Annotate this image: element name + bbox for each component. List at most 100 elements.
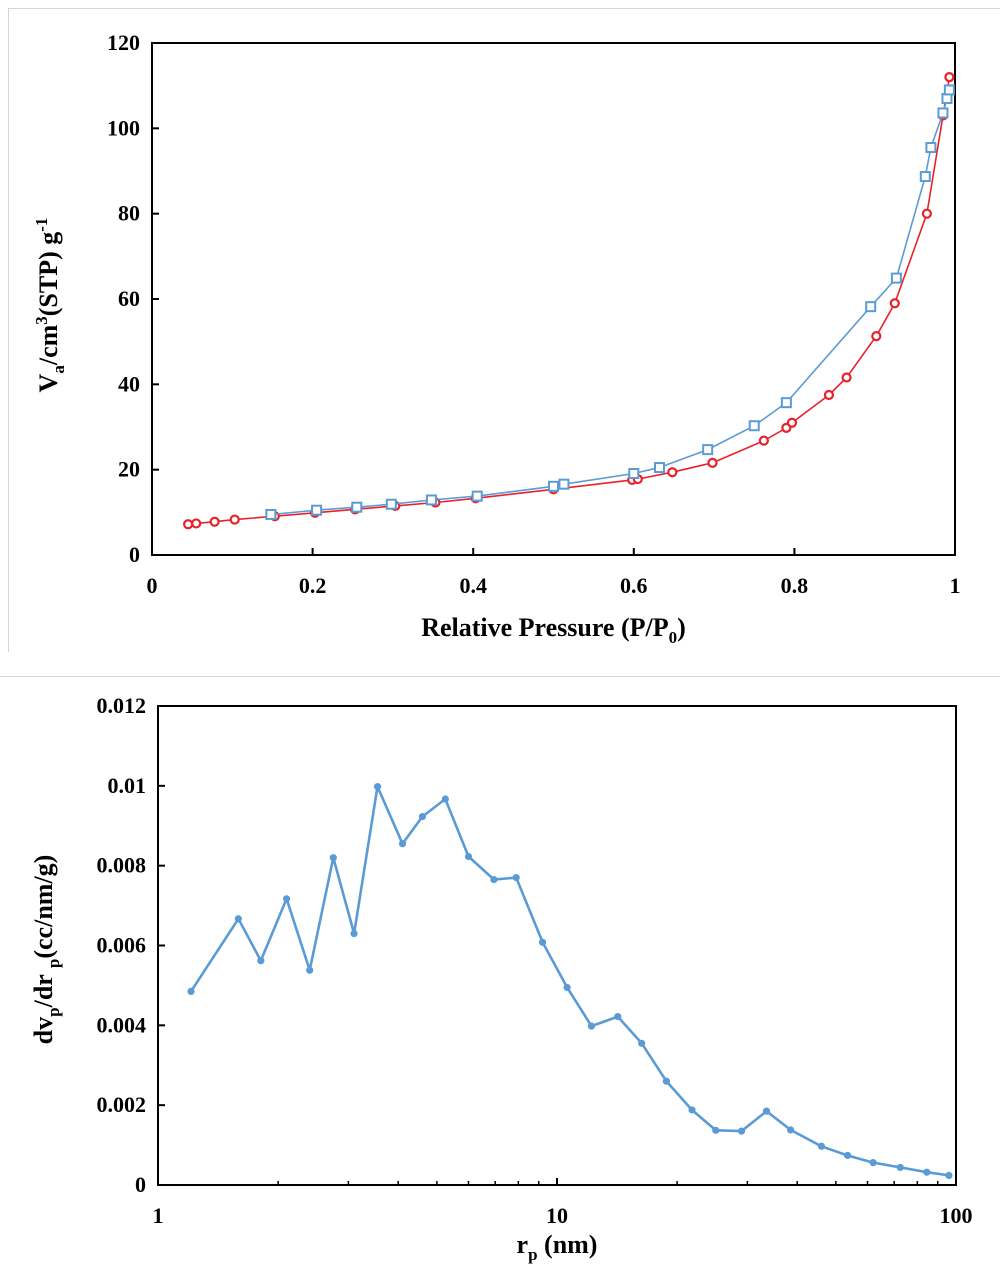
data-point [786, 1126, 795, 1134]
data-point-square [748, 420, 760, 432]
x-axis-title: Relative Pressure (P/P0) [421, 613, 686, 647]
data-point-square [919, 171, 931, 183]
y-axis-title-dv: dv [29, 1017, 58, 1044]
x-axis-title-main: r [517, 1230, 529, 1259]
data-point-square [780, 397, 792, 409]
plot-area-frame [157, 705, 957, 1186]
data-point [762, 1107, 771, 1115]
data-point [234, 915, 242, 923]
data-point-square [943, 84, 955, 96]
series-line [188, 76, 951, 526]
data-point [490, 876, 498, 884]
data-point [638, 1039, 646, 1047]
x-tick-label: 1 [153, 1203, 164, 1228]
data-point-square [385, 498, 397, 510]
data-point-square [311, 504, 323, 516]
data-point-circle [209, 516, 220, 527]
data-point [373, 783, 382, 791]
x-tick-label: 100 [940, 1203, 973, 1228]
data-point [464, 852, 473, 861]
data-point-square [351, 501, 363, 513]
data-point [844, 1151, 852, 1160]
x-tick-label: 0.2 [299, 573, 327, 598]
y-tick-label: 60 [118, 286, 140, 311]
data-point [614, 1012, 622, 1021]
data-point [712, 1126, 720, 1134]
data-point-circle [229, 514, 240, 525]
y-tick-label: 0.006 [97, 933, 147, 958]
y-tick-label: 0.004 [97, 1012, 147, 1037]
data-point-circle [889, 298, 900, 309]
data-point [737, 1127, 746, 1135]
data-point [329, 854, 337, 862]
x-axis-title-tail: (nm) [538, 1230, 598, 1259]
y-axis-title-rest: (cc/nm/g) [29, 855, 58, 959]
data-point-square [865, 301, 877, 313]
data-point [688, 1106, 696, 1114]
y-tick-label: 100 [107, 115, 140, 140]
data-point [563, 983, 571, 992]
x-axis-title-tail: ) [677, 613, 686, 642]
series-line [270, 89, 951, 516]
series-adsorption [183, 72, 955, 530]
data-point-square [548, 480, 559, 492]
data-point [418, 812, 427, 821]
y-axis-title-superscript: 3 [32, 316, 51, 325]
data-point-square [471, 490, 483, 502]
data-point [662, 1077, 670, 1085]
data-point [817, 1142, 826, 1150]
series-pore-volume [187, 783, 953, 1180]
plot-area-frame [151, 42, 956, 556]
data-point-square [628, 468, 640, 480]
data-point [923, 1168, 931, 1176]
y-tick-label: 80 [118, 201, 140, 226]
data-point [869, 1159, 877, 1167]
y-tick-label: 0.008 [97, 853, 147, 878]
data-point [350, 929, 358, 938]
data-point [257, 957, 265, 965]
y-axis-title-subscript: a [49, 365, 68, 374]
y-tick-label: 120 [107, 30, 140, 55]
pore-distribution-chart-panel: 0 0.002 0.004 0.006 0.008 0.01 0.012 1 10 100 rp (… [0, 676, 1000, 1268]
x-tick-label: 0.6 [620, 573, 648, 598]
data-point [538, 938, 547, 946]
x-tick-label: 1 [950, 573, 961, 598]
y-tick-label: 0.01 [108, 773, 147, 798]
data-point [398, 840, 407, 848]
x-axis-title-subscript: 0 [669, 628, 678, 647]
y-axis-title-subscript: p [44, 959, 63, 968]
data-point-circle [841, 372, 852, 383]
y-axis-title: Va/cm3(STP) g-1 [32, 218, 68, 393]
data-point-circle [707, 457, 718, 468]
data-point [187, 987, 195, 996]
y-axis-title-subscript: p [44, 1007, 63, 1016]
x-axis-title-main: Relative Pressure (P/P [421, 613, 669, 642]
series-desorption [265, 84, 955, 520]
data-point [306, 966, 314, 974]
panel-border-top [0, 676, 1000, 677]
data-point-square [425, 494, 437, 506]
data-point-circle [871, 331, 882, 342]
data-point [441, 795, 449, 803]
y-axis-title-v: V [34, 373, 63, 392]
data-point [512, 874, 520, 882]
y-axis-title-superscript: -1 [32, 218, 51, 232]
data-point-circle [944, 72, 955, 83]
data-point-square [937, 107, 949, 119]
x-tick-label: 0 [147, 573, 158, 598]
data-point [282, 895, 291, 903]
isotherm-chart: 0 20 40 60 80 100 120 0 0.2 0.4 0.6 0.8 1 Relative Pr… [32, 30, 961, 647]
y-axis-title-rest: (STP) g [34, 232, 63, 317]
x-tick-label: 0.4 [459, 573, 487, 598]
data-point-circle [183, 519, 194, 530]
data-point [896, 1163, 904, 1172]
x-tick-label: 0.8 [781, 573, 809, 598]
data-point-circle [823, 389, 835, 401]
x-tick-label: 10 [546, 1203, 568, 1228]
data-point-square [653, 462, 665, 474]
data-point [945, 1171, 953, 1180]
data-point-circle [667, 467, 678, 478]
y-tick-label: 0 [129, 542, 140, 567]
data-point-square [558, 478, 570, 490]
